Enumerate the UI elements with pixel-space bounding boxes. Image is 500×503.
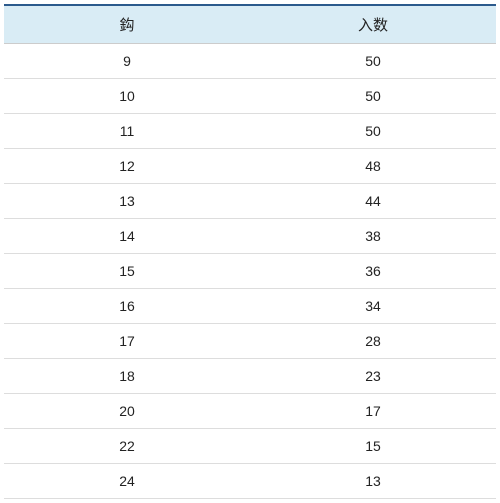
table-body: 9 50 10 50 11 50 12 48 13 44 14 38 [4, 44, 496, 499]
cell-quantity: 48 [250, 149, 496, 184]
table-header-row: 鈎 入数 [4, 5, 496, 44]
cell-hook: 17 [4, 324, 250, 359]
table-row: 15 36 [4, 254, 496, 289]
cell-quantity: 38 [250, 219, 496, 254]
cell-hook: 9 [4, 44, 250, 79]
cell-quantity: 23 [250, 359, 496, 394]
cell-hook: 18 [4, 359, 250, 394]
size-quantity-table: 鈎 入数 9 50 10 50 11 50 12 48 13 4 [4, 4, 496, 499]
table-row: 18 23 [4, 359, 496, 394]
table-row: 11 50 [4, 114, 496, 149]
cell-quantity: 17 [250, 394, 496, 429]
cell-quantity: 34 [250, 289, 496, 324]
table-row: 16 34 [4, 289, 496, 324]
table-row: 22 15 [4, 429, 496, 464]
cell-quantity: 50 [250, 114, 496, 149]
cell-hook: 20 [4, 394, 250, 429]
cell-hook: 16 [4, 289, 250, 324]
cell-quantity: 50 [250, 79, 496, 114]
table-row: 12 48 [4, 149, 496, 184]
table-row: 24 13 [4, 464, 496, 499]
table-row: 14 38 [4, 219, 496, 254]
table-header: 鈎 入数 [4, 5, 496, 44]
cell-quantity: 28 [250, 324, 496, 359]
table-row: 13 44 [4, 184, 496, 219]
cell-quantity: 50 [250, 44, 496, 79]
cell-hook: 12 [4, 149, 250, 184]
table-row: 10 50 [4, 79, 496, 114]
column-header-hook: 鈎 [4, 5, 250, 44]
cell-hook: 13 [4, 184, 250, 219]
column-header-quantity: 入数 [250, 5, 496, 44]
cell-hook: 11 [4, 114, 250, 149]
size-quantity-table-container: 鈎 入数 9 50 10 50 11 50 12 48 13 4 [4, 4, 496, 499]
cell-quantity: 44 [250, 184, 496, 219]
cell-quantity: 36 [250, 254, 496, 289]
cell-quantity: 15 [250, 429, 496, 464]
cell-quantity: 13 [250, 464, 496, 499]
cell-hook: 14 [4, 219, 250, 254]
cell-hook: 24 [4, 464, 250, 499]
cell-hook: 22 [4, 429, 250, 464]
table-row: 17 28 [4, 324, 496, 359]
table-row: 9 50 [4, 44, 496, 79]
cell-hook: 15 [4, 254, 250, 289]
table-row: 20 17 [4, 394, 496, 429]
cell-hook: 10 [4, 79, 250, 114]
